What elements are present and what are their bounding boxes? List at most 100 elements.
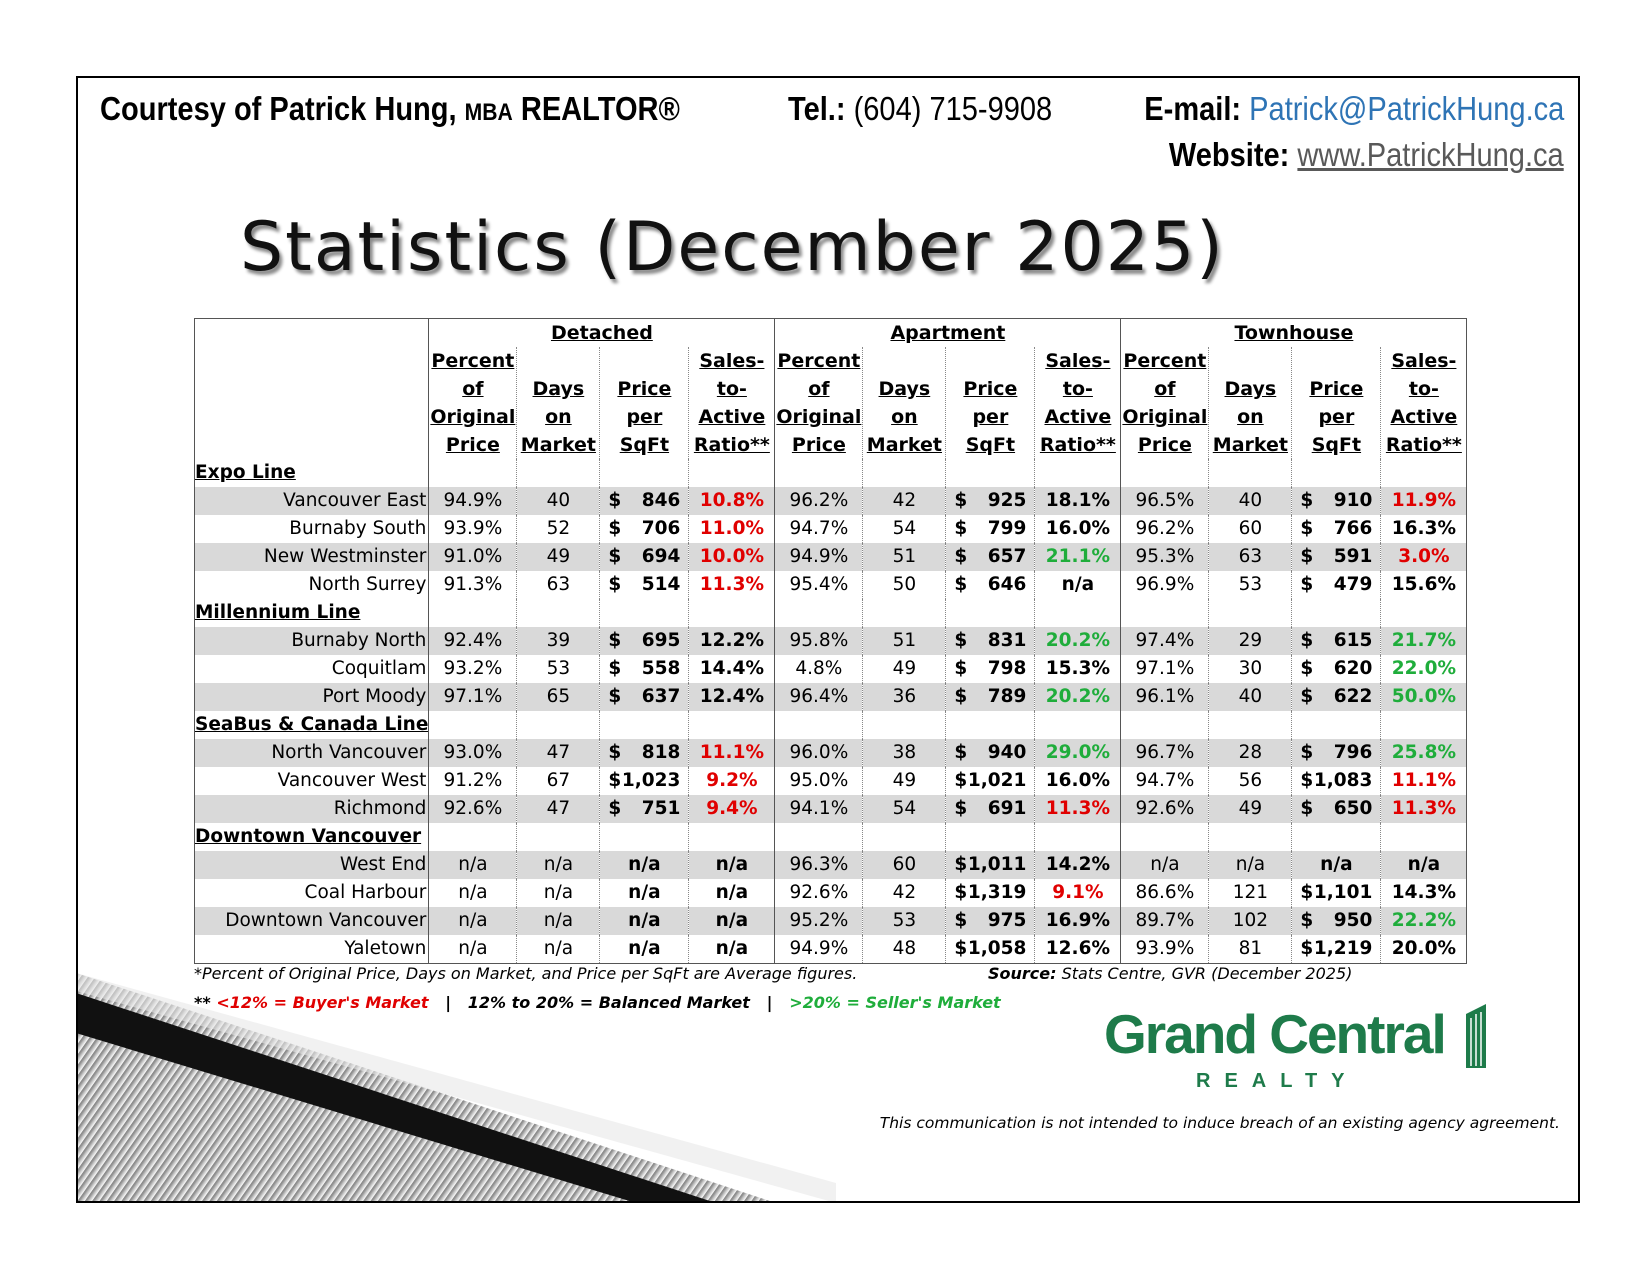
empty-cell (599, 599, 689, 627)
statistics-table: Detached Apartment Townhouse Percent of Origi… (194, 318, 1468, 964)
empty-cell (1034, 823, 1121, 851)
currency-symbol: $ (1300, 574, 1314, 595)
empty-cell (774, 459, 863, 487)
currency-symbol: $ (608, 518, 622, 539)
days-on-market-cell: 29 (1208, 627, 1292, 655)
percent-of-original-cell: 89.7% (1120, 907, 1209, 935)
table-row: Vancouver West 91.2% 67 $1,023 9.2% 95.0% 49 $1… (195, 767, 1467, 795)
empty-cell (1034, 711, 1121, 739)
price-value: 1,083 (1313, 770, 1373, 791)
tel-value[interactable]: (604) 715-9908 (853, 90, 1053, 127)
empty-cell (1120, 823, 1209, 851)
price-value: 650 (1333, 798, 1373, 819)
sales-to-active-cell: 11.1% (1380, 767, 1467, 795)
currency-symbol: $ (1300, 882, 1314, 903)
price-per-sqft-cell: $975 (945, 907, 1035, 935)
sales-to-active-cell: 11.0% (688, 515, 775, 543)
days-on-market-cell: 47 (516, 795, 600, 823)
price-per-sqft-cell: n/a (599, 851, 689, 879)
table-row: North Surrey 91.3% 63 $514 11.3% 95.4% 50 $646 n… (195, 571, 1467, 599)
empty-cell (862, 711, 946, 739)
website-line: Website: www.PatrickHung.ca (1169, 136, 1564, 174)
empty-cell (1208, 711, 1292, 739)
currency-symbol: $ (954, 658, 968, 679)
empty-cell (945, 459, 1035, 487)
price-value: 691 (987, 798, 1027, 819)
currency-symbol: $ (1300, 742, 1314, 763)
currency-symbol: $ (1300, 490, 1314, 511)
table-row: Vancouver East 94.9% 40 $846 10.8% 96.2% 42 $92… (194, 487, 1467, 515)
days-on-market-cell: 54 (862, 795, 946, 823)
days-on-market-cell: 47 (516, 739, 600, 767)
percent-of-original-cell: n/a (428, 851, 517, 879)
sales-to-active-cell: 10.0% (688, 543, 775, 571)
legend-balanced: 12% to 20% = Balanced Market (467, 993, 750, 1012)
price-per-sqft-cell: n/a (599, 935, 689, 964)
sales-to-active-cell: 11.1% (688, 739, 775, 767)
days-on-market-cell: 67 (516, 767, 600, 795)
days-on-market-cell: 53 (1208, 571, 1292, 599)
area-name: Richmond (194, 795, 429, 823)
table-row: New Westminster 91.0% 49 $694 10.0% 94.9% 51 $6… (194, 543, 1467, 571)
sales-to-active-cell: n/a (688, 907, 775, 935)
empty-cell (599, 711, 689, 739)
currency-symbol: $ (1300, 798, 1314, 819)
price-value: 620 (1333, 658, 1373, 679)
price-value: 940 (987, 742, 1027, 763)
days-on-market-cell: 49 (862, 767, 946, 795)
sales-to-active-cell: 20.2% (1034, 627, 1121, 655)
price-per-sqft-cell: $1,023 (599, 767, 689, 795)
currency-symbol: $ (608, 770, 622, 791)
column-header: Sales-to- Active Ratio** (1380, 347, 1467, 459)
days-on-market-cell: 39 (516, 627, 600, 655)
empty-cell (599, 459, 689, 487)
days-on-market-cell: 51 (862, 543, 946, 571)
empty-cell (1208, 459, 1292, 487)
sales-to-active-cell: 22.2% (1380, 907, 1467, 935)
price-per-sqft-cell: $1,083 (1291, 767, 1381, 795)
page-frame: Courtesy of Patrick Hung, MBA REALTOR® T… (76, 76, 1580, 1203)
days-on-market-cell: 49 (516, 543, 600, 571)
sales-to-active-cell: 12.4% (688, 683, 775, 711)
area-name: Downtown Vancouver (194, 907, 429, 935)
price-value: 799 (987, 518, 1027, 539)
building-icon (1466, 1004, 1486, 1068)
price-per-sqft-cell: $694 (599, 543, 689, 571)
column-header: Sales-to- Active Ratio** (1034, 347, 1121, 459)
area-name: West End (194, 851, 429, 879)
percent-of-original-cell: 91.0% (428, 543, 517, 571)
days-on-market-cell: 50 (862, 571, 946, 599)
days-on-market-cell: 42 (862, 879, 946, 907)
sales-to-active-cell: n/a (688, 879, 775, 907)
price-value: 706 (641, 518, 681, 539)
percent-of-original-cell: 4.8% (774, 655, 863, 683)
days-on-market-cell: 40 (516, 487, 600, 515)
empty-cell (516, 823, 600, 851)
percent-of-original-cell: 92.4% (428, 627, 517, 655)
percent-of-original-cell: 97.1% (1120, 655, 1209, 683)
empty-cell (688, 711, 775, 739)
group-header-townhouse: Townhouse (1120, 318, 1467, 347)
sales-to-active-cell: 12.6% (1034, 935, 1121, 964)
currency-symbol: $ (954, 490, 968, 511)
averages-note: *Percent of Original Price, Days on Mark… (194, 964, 858, 983)
email-link[interactable]: Patrick@PatrickHung.ca (1248, 90, 1564, 127)
empty-cell (1380, 459, 1467, 487)
empty-cell (862, 459, 946, 487)
empty-cell (428, 823, 517, 851)
empty-cell (516, 711, 600, 739)
empty-cell (1291, 711, 1381, 739)
price-value: 479 (1333, 574, 1373, 595)
sales-to-active-cell: n/a (1034, 571, 1121, 599)
empty-cell (862, 823, 946, 851)
column-header: Sales-to- Active Ratio** (688, 347, 775, 459)
days-on-market-cell: 30 (1208, 655, 1292, 683)
price-per-sqft-cell: $637 (599, 683, 689, 711)
column-header: Days on Market (516, 347, 600, 459)
price-per-sqft-cell: $514 (599, 571, 689, 599)
days-on-market-cell: 102 (1208, 907, 1292, 935)
percent-of-original-cell: 96.2% (774, 487, 863, 515)
website-link[interactable]: www.PatrickHung.ca (1297, 136, 1564, 173)
price-per-sqft-cell: $799 (945, 515, 1035, 543)
days-on-market-cell: 53 (862, 907, 946, 935)
